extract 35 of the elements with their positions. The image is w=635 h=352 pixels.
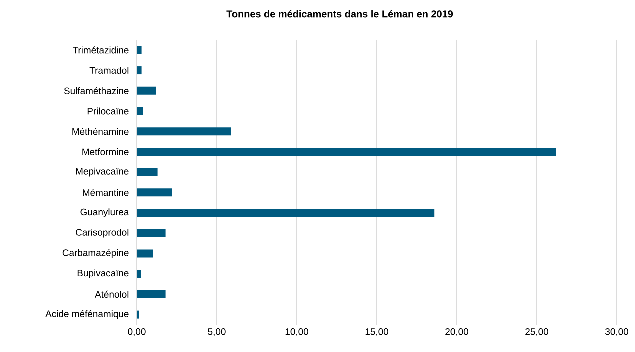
x-tick-label: 25,00 — [526, 328, 548, 336]
bar — [137, 46, 142, 54]
x-tick-label: 5,00 — [208, 328, 226, 336]
y-tick-label: Tramadol — [90, 67, 129, 74]
bar — [137, 250, 153, 258]
chart-title: Tonnes de médicaments dans le Léman en 2019 — [226, 10, 454, 18]
x-tick-label: 0,00 — [128, 328, 146, 336]
y-tick-label: Sulfaméthazine — [64, 87, 129, 94]
y-tick-label: Trimétazidine — [72, 46, 129, 54]
bar — [137, 148, 556, 156]
y-tick-label: Aténolol — [95, 290, 129, 298]
y-tick-label: Metformine — [82, 148, 129, 156]
bar — [137, 290, 166, 298]
x-tick-label: 30,00 — [606, 328, 628, 336]
y-tick-label: Carbamazépine — [62, 249, 129, 258]
y-tick-label: Méthénamine — [72, 128, 129, 136]
bar — [137, 86, 156, 95]
y-tick-label: Carisoprodol — [76, 228, 129, 238]
y-tick-label: Mepivacaïne — [76, 168, 129, 177]
bar — [137, 107, 144, 116]
y-tick-label: Acide méfénamique — [46, 310, 129, 320]
y-tick-label: Bupivacaïne — [78, 270, 129, 279]
y-tick-label: Mémantine — [83, 189, 129, 196]
y-tick-label: Guanylurea — [80, 208, 130, 218]
x-tick-label: 10,00 — [286, 328, 308, 336]
bar — [137, 229, 166, 238]
bar — [137, 168, 158, 176]
x-tick-label: 20,00 — [446, 328, 468, 336]
x-tick-label: 15,00 — [366, 328, 388, 336]
bar — [137, 270, 141, 278]
bar — [137, 188, 172, 197]
bar — [137, 128, 232, 136]
bar — [137, 66, 142, 75]
bar — [137, 209, 435, 218]
y-tick-label: Prilocaïne — [88, 108, 129, 115]
